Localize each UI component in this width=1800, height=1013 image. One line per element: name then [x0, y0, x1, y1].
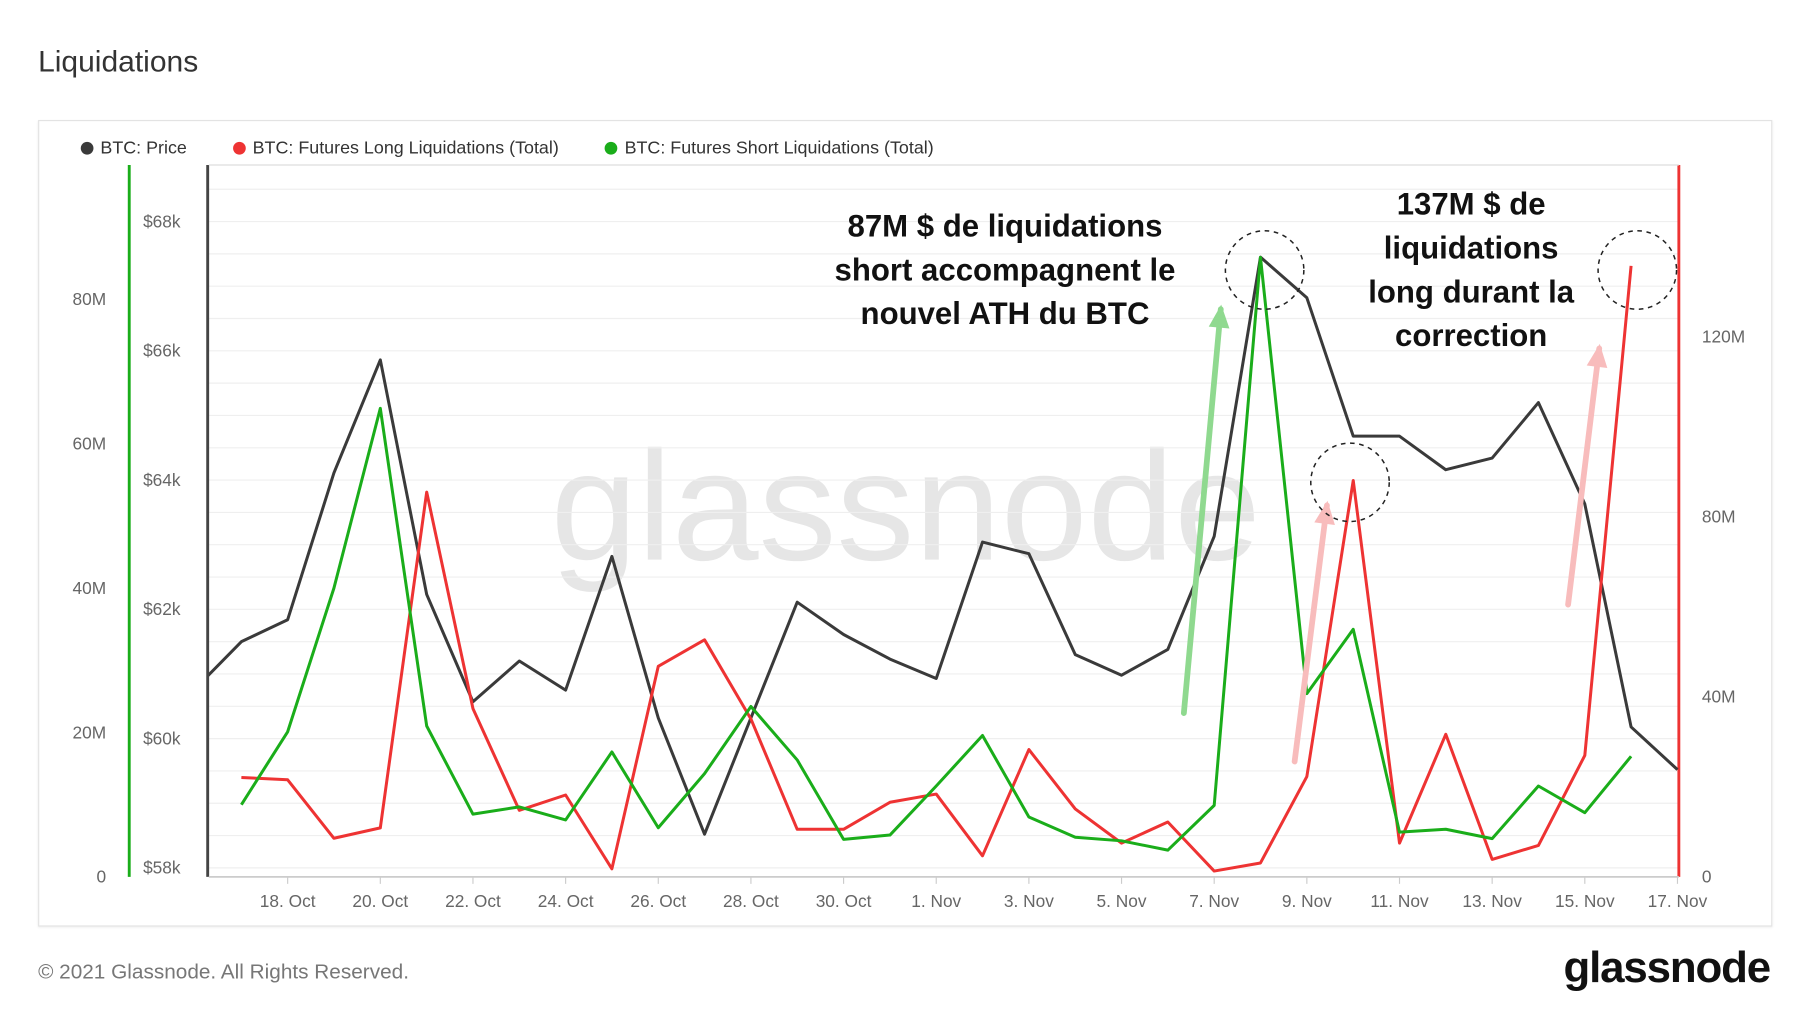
watermark: glassnode: [551, 420, 1261, 594]
annotation-text: short accompagnent le: [835, 252, 1176, 287]
legend-item-long[interactable]: BTC: Futures Long Liquidations (Total): [233, 138, 559, 159]
legend-label: BTC: Futures Short Liquidations (Total): [624, 138, 934, 159]
annotation-text: long durant la: [1368, 274, 1575, 309]
x-tick-label: 5. Nov: [1097, 891, 1147, 911]
green-arrow: [1180, 306, 1224, 716]
x-tick-label: 1. Nov: [911, 891, 961, 911]
price-line-group: [208, 255, 1679, 836]
x-tick-label: 9. Nov: [1282, 891, 1332, 911]
x-tick-label: 11. Nov: [1370, 891, 1429, 911]
annotation-text: 87M $ de liquidations: [848, 209, 1163, 244]
legend-label: BTC: Futures Long Liquidations (Total): [252, 138, 559, 159]
price-tick-label: $62k: [143, 599, 181, 619]
right-tick-label: 0: [1702, 867, 1712, 887]
pink-arrow-2: [1565, 345, 1603, 608]
right-tick-label: 80M: [1702, 507, 1736, 527]
price-tick-label: $66k: [143, 341, 181, 361]
x-tick-label: 3. Nov: [1004, 891, 1054, 911]
legend: BTC: Price BTC: Futures Long Liquidation…: [80, 138, 934, 159]
chart-frame: [38, 120, 1773, 927]
green-arrow-head-icon: [1208, 304, 1230, 329]
annotation-text: liquidations: [1384, 230, 1559, 265]
legend-label: BTC: Price: [100, 138, 187, 159]
short-liquidations-line-group: [240, 255, 1633, 852]
price-tick-label: $60k: [143, 728, 181, 748]
x-tick-label: 30. Oct: [816, 891, 872, 911]
x-tick-label: 7. Nov: [1189, 891, 1239, 911]
pink-arrow-1: [1291, 502, 1330, 765]
legend-item-short[interactable]: BTC: Futures Short Liquidations (Total): [604, 138, 934, 159]
page-title: Liquidations: [38, 43, 199, 79]
annotation-text: correction: [1395, 318, 1547, 353]
x-tick-label: 15. Nov: [1555, 891, 1615, 911]
x-tick-label: 20. Oct: [352, 891, 408, 911]
left-tick-label: 60M: [72, 433, 106, 453]
brand-logo: glassnode: [1563, 943, 1772, 993]
left-tick-label: 20M: [72, 722, 106, 742]
annotation-text: 137M $ de: [1397, 187, 1546, 222]
left-tick-label: 40M: [72, 578, 106, 598]
highlight-circle: [1224, 230, 1305, 310]
long-liquidations-line-group: [241, 265, 1633, 873]
x-tick-label: 18. Oct: [260, 891, 316, 911]
price-tick-label: $58k: [143, 858, 181, 878]
x-tick-label: 17. Nov: [1648, 891, 1708, 911]
legend-item-price[interactable]: BTC: Price: [80, 138, 187, 159]
left-tick-label: 0: [97, 867, 107, 887]
x-tick-label: 22. Oct: [445, 891, 501, 911]
highlight-circle: [1310, 442, 1390, 523]
price-tick-label: $68k: [143, 211, 181, 231]
legend-dot-icon: [233, 141, 246, 155]
copyright: © 2021 Glassnode. All Rights Reserved.: [38, 960, 409, 984]
legend-dot-icon: [604, 141, 618, 155]
annotation-text: nouvel ATH du BTC: [861, 296, 1150, 331]
pink-arrow-1-head-icon: [1314, 500, 1335, 526]
pink-arrow-2-head-icon: [1586, 343, 1608, 369]
right-tick-label: 40M: [1702, 687, 1736, 707]
x-tick-label: 24. Oct: [538, 891, 594, 911]
x-tick-label: 13. Nov: [1462, 891, 1522, 911]
right-tick-label: 120M: [1702, 327, 1745, 347]
left-tick-label: 80M: [72, 289, 106, 309]
x-tick-label: 28. Oct: [723, 891, 779, 911]
x-tick-label: 26. Oct: [630, 891, 686, 911]
price-tick-label: $64k: [143, 470, 181, 490]
highlight-circle: [1597, 230, 1678, 310]
legend-dot-icon: [80, 141, 94, 155]
